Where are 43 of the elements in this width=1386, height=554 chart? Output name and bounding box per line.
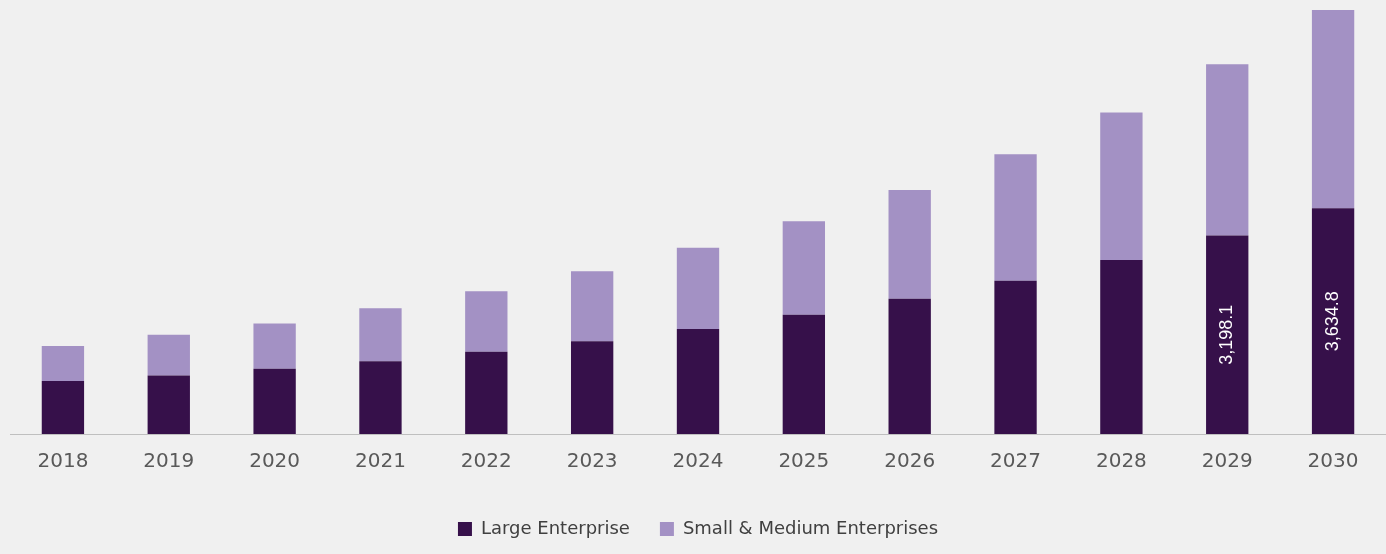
bar	[676, 329, 720, 434]
bar	[1206, 235, 1249, 434]
bar	[994, 154, 1037, 281]
data-label: 3,198.1	[1216, 304, 1237, 365]
x-tick-label: 2028	[1095, 448, 1147, 473]
x-tick-label: 2019	[143, 448, 195, 473]
data-label: 3,634.8	[1322, 291, 1343, 352]
x-tick-label: 2024	[672, 448, 724, 473]
bar	[1311, 208, 1355, 434]
legend-label: Large Enterprise	[480, 516, 630, 538]
bar	[465, 291, 508, 352]
bar	[782, 221, 826, 315]
x-tick-label: 2021	[355, 448, 406, 473]
x-tick-label: 2029	[1201, 448, 1253, 473]
bar	[1311, 10, 1355, 209]
bar	[41, 381, 85, 434]
bar	[782, 314, 826, 434]
x-tick-label: 2026	[884, 448, 936, 473]
x-tick-label: 2018	[37, 448, 89, 473]
bar	[676, 247, 720, 330]
bar	[1206, 64, 1249, 236]
bar	[147, 375, 190, 434]
bar	[253, 368, 296, 434]
bar	[359, 308, 402, 362]
bar	[253, 323, 296, 369]
bar	[1100, 260, 1143, 434]
bar	[41, 346, 85, 382]
legend-label: Small & Medium Enterprises	[682, 516, 939, 538]
x-tick-label: 2027	[990, 448, 1041, 473]
bar	[147, 334, 190, 376]
bar	[359, 361, 402, 434]
bar	[888, 190, 931, 299]
bar	[570, 271, 614, 342]
x-tick-label: 2023	[566, 448, 618, 473]
bar	[888, 298, 931, 434]
x-tick-label: 2025	[778, 448, 830, 473]
x-tick-label: 2022	[460, 448, 512, 473]
bar	[465, 351, 508, 434]
x-tick-label: 2030	[1307, 448, 1359, 473]
bar	[570, 341, 614, 434]
bar	[994, 280, 1037, 434]
x-tick-label: 2020	[249, 448, 301, 473]
bar	[1100, 112, 1143, 261]
